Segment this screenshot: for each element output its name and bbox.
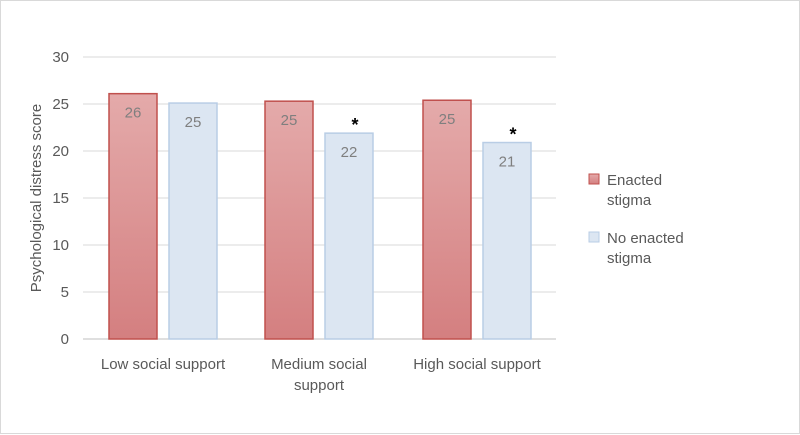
data-label: 26 (125, 105, 142, 122)
y-axis-ticks: 0 5 10 15 20 25 30 (52, 49, 69, 348)
significance-asterisk: * (351, 115, 358, 135)
x-category-label: Low social support (101, 356, 226, 373)
x-category-label: Medium social (271, 356, 367, 373)
legend: Enacted stigma No enacted stigma (588, 172, 684, 267)
bar-enacted-stigma (264, 100, 314, 340)
data-label: 22 (341, 144, 358, 161)
bar-no-enacted-stigma (168, 102, 218, 340)
gridlines (83, 56, 556, 340)
y-tick-label: 20 (52, 143, 69, 160)
data-label: 25 (439, 111, 456, 128)
y-tick-label: 10 (52, 237, 69, 254)
data-label: 25 (185, 114, 202, 131)
legend-swatch-enacted-stigma (588, 173, 600, 185)
x-category-label: support (294, 377, 345, 394)
x-axis-categories: Low social support Medium social support Hi… (101, 356, 542, 394)
bars (108, 92, 532, 340)
bar-enacted-stigma (422, 99, 472, 340)
legend-label: stigma (607, 250, 652, 267)
legend-label: No enacted (607, 230, 684, 247)
y-tick-label: 0 (61, 331, 69, 348)
bar-no-enacted-stigma (482, 141, 532, 340)
x-category-label: High social support (413, 356, 541, 373)
legend-label: stigma (607, 192, 652, 209)
bar-enacted-stigma (108, 92, 158, 340)
y-tick-label: 25 (52, 96, 69, 113)
data-label: 25 (281, 112, 298, 129)
y-tick-label: 5 (61, 284, 69, 301)
data-label: 21 (499, 154, 516, 171)
significance-asterisk: * (509, 125, 516, 145)
y-axis-label: Psychological distress score (28, 104, 45, 292)
y-tick-label: 15 (52, 190, 69, 207)
data-labels: 26 25 25 25 22 21 (125, 105, 516, 171)
legend-swatch-no-enacted-stigma (588, 231, 600, 243)
legend-label: Enacted (607, 172, 662, 189)
bar-no-enacted-stigma (324, 132, 374, 340)
y-tick-label: 30 (52, 49, 69, 66)
significance-markers: * * (351, 115, 516, 144)
